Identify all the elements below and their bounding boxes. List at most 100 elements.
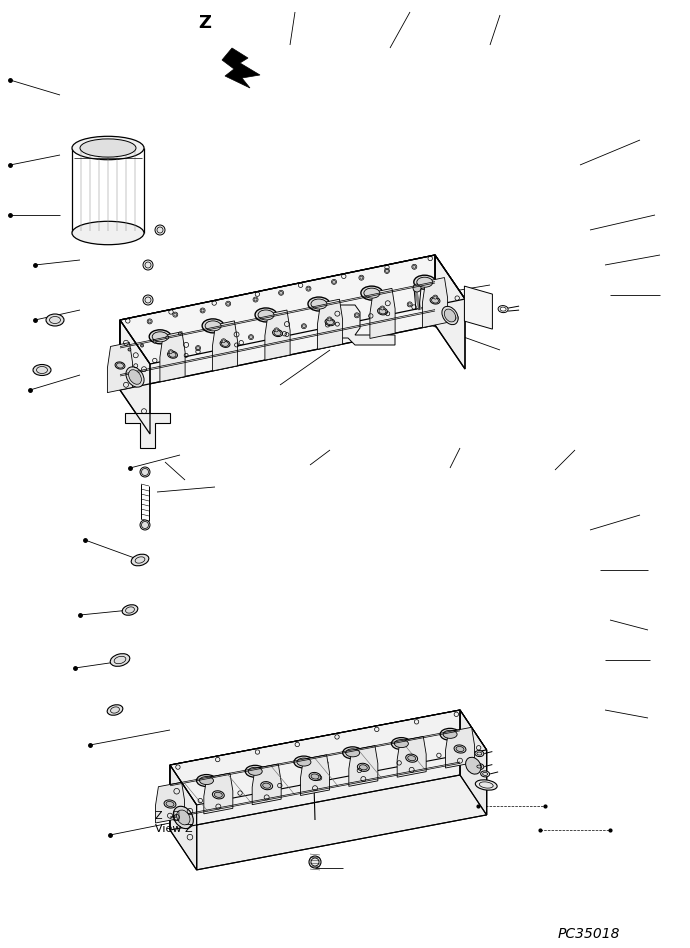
Circle shape bbox=[143, 260, 153, 270]
Polygon shape bbox=[120, 320, 150, 434]
Circle shape bbox=[141, 344, 144, 347]
Polygon shape bbox=[125, 413, 170, 448]
Ellipse shape bbox=[475, 763, 484, 770]
Ellipse shape bbox=[115, 362, 125, 369]
Ellipse shape bbox=[122, 605, 138, 615]
Polygon shape bbox=[325, 305, 395, 345]
Ellipse shape bbox=[406, 754, 417, 762]
Ellipse shape bbox=[377, 308, 388, 315]
Ellipse shape bbox=[245, 765, 265, 777]
Ellipse shape bbox=[72, 137, 144, 159]
Circle shape bbox=[413, 265, 416, 268]
Circle shape bbox=[155, 225, 165, 235]
Circle shape bbox=[174, 313, 177, 316]
Circle shape bbox=[201, 309, 204, 312]
Circle shape bbox=[381, 307, 384, 310]
Ellipse shape bbox=[440, 728, 460, 740]
Circle shape bbox=[355, 314, 358, 317]
Polygon shape bbox=[108, 342, 132, 392]
Ellipse shape bbox=[417, 277, 433, 287]
Ellipse shape bbox=[466, 757, 481, 775]
Ellipse shape bbox=[273, 329, 282, 337]
Circle shape bbox=[169, 351, 172, 354]
Circle shape bbox=[331, 280, 337, 284]
Circle shape bbox=[168, 350, 173, 355]
Ellipse shape bbox=[169, 352, 176, 357]
Ellipse shape bbox=[294, 757, 314, 768]
Ellipse shape bbox=[140, 520, 150, 530]
Ellipse shape bbox=[140, 467, 150, 477]
Polygon shape bbox=[435, 255, 465, 369]
Circle shape bbox=[328, 318, 331, 321]
Circle shape bbox=[143, 295, 153, 305]
Ellipse shape bbox=[202, 319, 224, 333]
Circle shape bbox=[178, 332, 181, 335]
Ellipse shape bbox=[414, 275, 436, 289]
Ellipse shape bbox=[220, 340, 230, 347]
Ellipse shape bbox=[274, 331, 281, 336]
Polygon shape bbox=[170, 710, 460, 830]
Ellipse shape bbox=[442, 306, 458, 324]
Ellipse shape bbox=[263, 783, 270, 788]
Circle shape bbox=[226, 301, 230, 306]
Ellipse shape bbox=[311, 774, 319, 779]
Polygon shape bbox=[446, 727, 475, 768]
Ellipse shape bbox=[33, 364, 51, 375]
Ellipse shape bbox=[443, 730, 457, 738]
Ellipse shape bbox=[326, 319, 333, 325]
Polygon shape bbox=[397, 737, 426, 777]
Circle shape bbox=[412, 264, 417, 269]
Polygon shape bbox=[252, 764, 281, 805]
Ellipse shape bbox=[258, 310, 274, 320]
Circle shape bbox=[407, 301, 412, 307]
Ellipse shape bbox=[46, 314, 64, 326]
Ellipse shape bbox=[261, 781, 273, 790]
Circle shape bbox=[306, 286, 311, 291]
Circle shape bbox=[128, 348, 131, 351]
Circle shape bbox=[253, 297, 258, 302]
Circle shape bbox=[384, 268, 389, 273]
Ellipse shape bbox=[221, 341, 228, 346]
Ellipse shape bbox=[308, 297, 330, 311]
Text: View Z: View Z bbox=[155, 824, 193, 834]
Ellipse shape bbox=[391, 738, 411, 750]
Circle shape bbox=[248, 335, 253, 339]
Polygon shape bbox=[120, 255, 435, 390]
Circle shape bbox=[172, 312, 178, 318]
Ellipse shape bbox=[475, 751, 484, 757]
Circle shape bbox=[222, 339, 225, 343]
Circle shape bbox=[250, 336, 253, 338]
Ellipse shape bbox=[166, 801, 174, 807]
Polygon shape bbox=[370, 288, 395, 338]
Ellipse shape bbox=[475, 780, 497, 791]
Circle shape bbox=[302, 325, 306, 328]
Ellipse shape bbox=[177, 810, 190, 825]
Ellipse shape bbox=[131, 555, 149, 566]
Ellipse shape bbox=[126, 367, 144, 387]
Polygon shape bbox=[170, 710, 486, 805]
Ellipse shape bbox=[325, 319, 335, 326]
Circle shape bbox=[279, 291, 283, 294]
Ellipse shape bbox=[357, 763, 369, 772]
Circle shape bbox=[221, 338, 226, 344]
Polygon shape bbox=[197, 750, 486, 870]
Ellipse shape bbox=[117, 363, 124, 368]
Circle shape bbox=[254, 298, 257, 301]
Polygon shape bbox=[204, 774, 233, 813]
Ellipse shape bbox=[408, 756, 415, 760]
Circle shape bbox=[195, 346, 201, 351]
Polygon shape bbox=[301, 755, 330, 795]
Ellipse shape bbox=[149, 330, 171, 344]
Ellipse shape bbox=[152, 332, 168, 342]
Ellipse shape bbox=[173, 807, 193, 829]
Ellipse shape bbox=[359, 765, 367, 770]
Circle shape bbox=[153, 340, 156, 343]
Ellipse shape bbox=[205, 320, 221, 331]
Polygon shape bbox=[222, 48, 260, 88]
Ellipse shape bbox=[168, 351, 177, 358]
Circle shape bbox=[148, 319, 151, 323]
Polygon shape bbox=[422, 278, 448, 328]
Ellipse shape bbox=[395, 739, 408, 748]
Ellipse shape bbox=[364, 288, 380, 298]
Ellipse shape bbox=[107, 704, 123, 715]
